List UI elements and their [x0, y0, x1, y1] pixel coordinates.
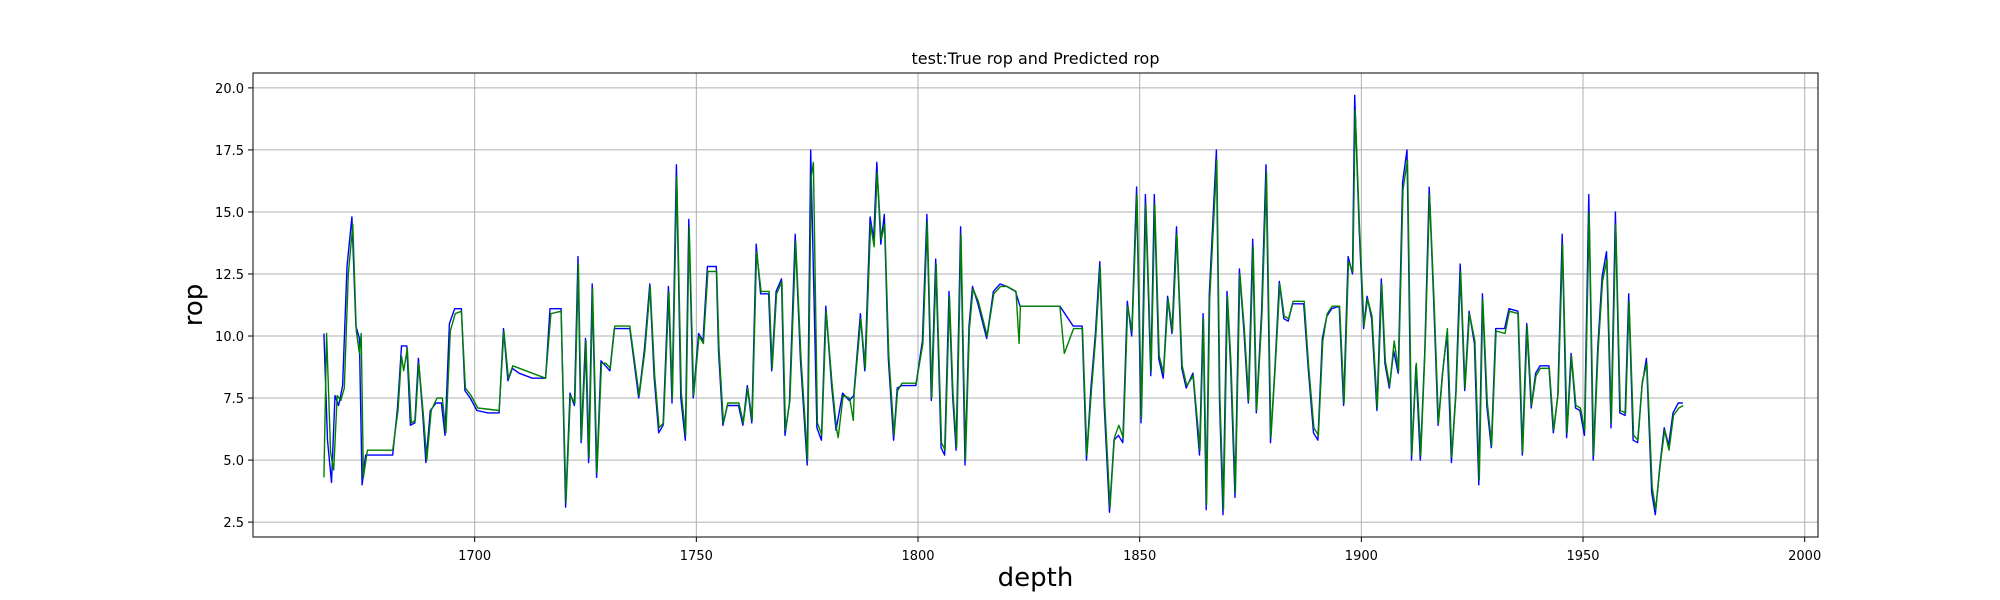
x-tick-label: 1700	[458, 549, 491, 564]
y-tick-label: 12.5	[215, 268, 244, 283]
ticks: 1700 1750 1800 1850 1900 1950 2000 2.5 5.0 7.5 10.…	[215, 82, 1821, 564]
x-tick-label: 2000	[1788, 549, 1821, 564]
y-tick-label: 7.5	[223, 392, 244, 407]
series-group	[323, 94, 1684, 516]
x-tick-label: 1800	[901, 549, 934, 564]
y-tick-label: 20.0	[215, 82, 244, 97]
chart-title: test:True rop and Predicted rop	[912, 49, 1160, 68]
x-axis-label: depth	[998, 563, 1074, 593]
y-axis-label: rop	[179, 284, 209, 327]
x-tick-label: 1950	[1566, 549, 1599, 564]
y-tick-label: 17.5	[215, 144, 244, 159]
y-tick-label: 2.5	[223, 516, 244, 531]
x-tick-label: 1850	[1123, 549, 1156, 564]
plot-frame	[252, 72, 1819, 538]
y-tick-label: 5.0	[223, 454, 244, 469]
x-tick-label: 1900	[1345, 549, 1378, 564]
y-tick-label: 10.0	[215, 330, 244, 345]
y-tick-label: 15.0	[215, 206, 244, 221]
x-tick-label: 1750	[680, 549, 713, 564]
series-line-predicted-rop	[323, 109, 1684, 511]
